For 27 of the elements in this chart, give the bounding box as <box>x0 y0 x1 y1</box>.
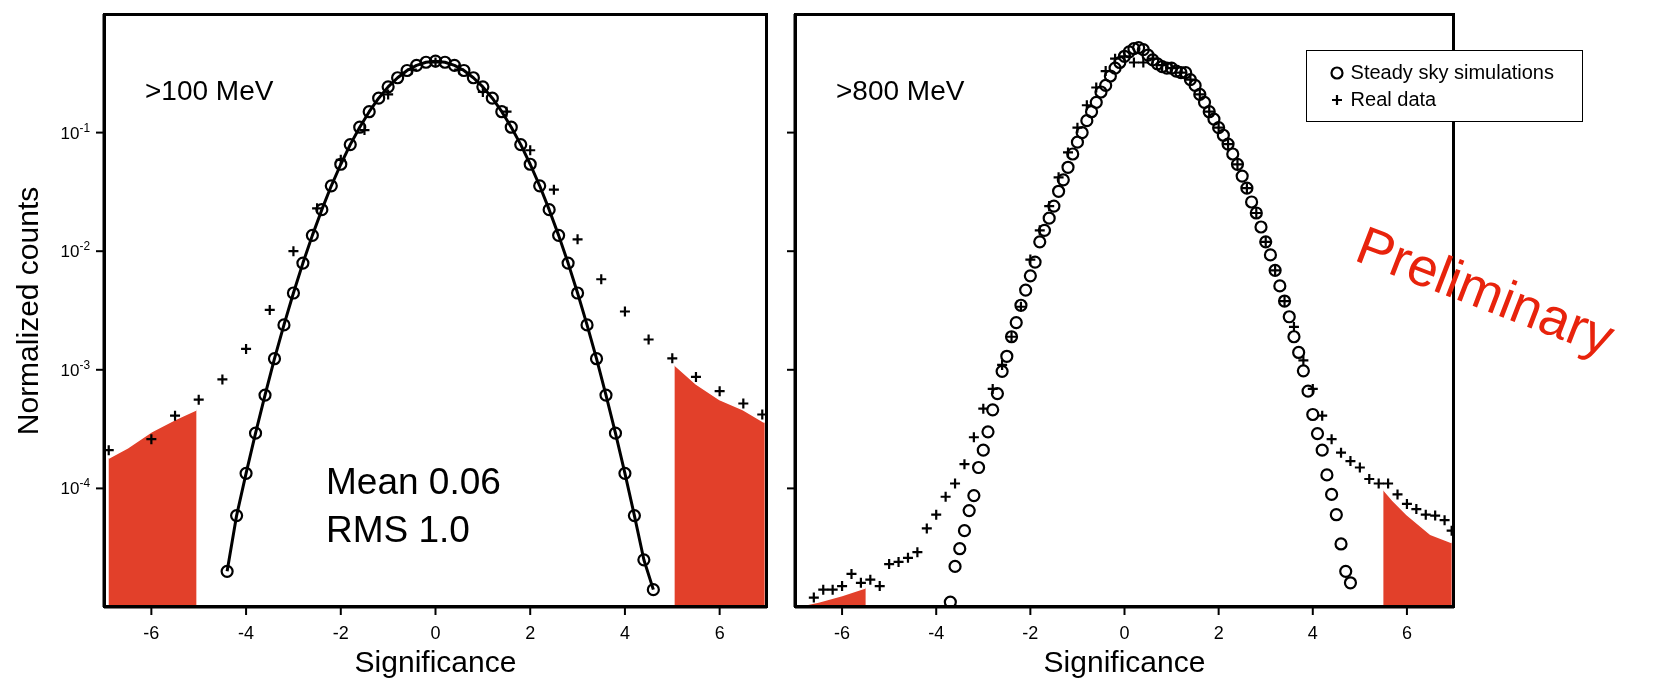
x-tick-label: -2 <box>1022 623 1039 643</box>
annotation: RMS 1.0 <box>326 509 470 551</box>
x-tick-label: 6 <box>714 623 725 643</box>
x-axis-title: Significance <box>353 645 518 679</box>
annotation: >800 MeV <box>836 75 965 107</box>
x-tick-label: 0 <box>1119 623 1130 643</box>
x-tick-label: 4 <box>619 623 630 643</box>
y-tick-label: 10$^{-3}$ <box>60 357 91 380</box>
x-tick-label: -6 <box>834 623 851 643</box>
x-tick-label: 2 <box>1213 623 1224 643</box>
x-tick-label: -4 <box>928 623 945 643</box>
y-axis-title: Normalized counts <box>11 186 45 435</box>
y-tick-label: 10$^{-2}$ <box>60 239 91 262</box>
x-axis-title: Significance <box>1042 645 1207 679</box>
x-tick-label: 6 <box>1401 623 1412 643</box>
y-tick-label: 10$^{-4}$ <box>60 476 91 499</box>
x-tick-label: 2 <box>525 623 536 643</box>
annotation: Mean 0.06 <box>326 461 501 503</box>
x-tick-label: -2 <box>332 623 349 643</box>
y-tick-label: 10$^{-1}$ <box>60 120 91 143</box>
x-tick-label: -6 <box>143 623 160 643</box>
legend-label: Steady sky simulations <box>1350 60 1554 85</box>
legend-label: Real data <box>1350 87 1437 112</box>
annotation: >100 MeV <box>145 75 274 107</box>
x-tick-label: -4 <box>238 623 255 643</box>
x-tick-label: 4 <box>1307 623 1318 643</box>
x-tick-label: 0 <box>430 623 441 643</box>
